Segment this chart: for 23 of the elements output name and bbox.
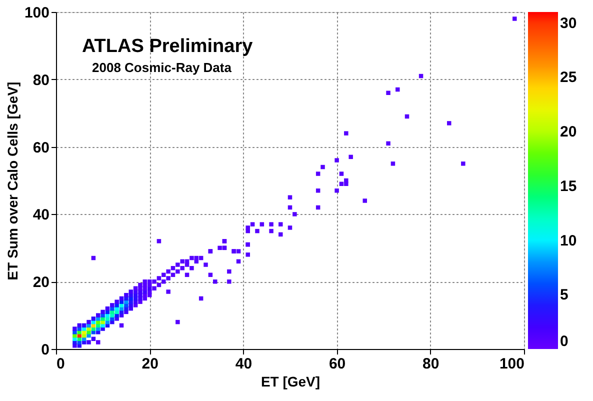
y-tick-label: 0	[41, 342, 50, 358]
x-tick-label: 100	[499, 356, 524, 372]
color-bar-label: 0	[560, 333, 568, 350]
color-bar-label: 10	[560, 232, 577, 250]
y-tick-label: 100	[24, 4, 50, 22]
x-tick-label: 40	[235, 356, 252, 372]
x-tick-label: 80	[422, 356, 440, 372]
x-tick-label: 60	[328, 356, 346, 372]
text: 2008 Cosmic-Ray Data	[92, 60, 232, 75]
y-tick-label: 20	[32, 274, 50, 292]
color-bar-label: 5	[560, 286, 568, 304]
color-bar-label: 25	[560, 69, 577, 86]
color-bar-label: 30	[560, 14, 577, 32]
x-axis-title: ET [GeV]	[260, 374, 320, 390]
x-tick-label: 20	[142, 356, 158, 372]
x-tick-label: 0	[56, 356, 65, 372]
y-tick-label: 80	[32, 72, 50, 89]
text: ATLAS Preliminary	[82, 36, 254, 57]
y-tick-label: 60	[32, 139, 50, 156]
y-tick-label: 40	[32, 206, 50, 224]
color-bar-label: 20	[560, 124, 577, 141]
color-bar-label: 15	[560, 178, 577, 195]
y-axis-title: ET Sum over Calo Cells [GeV]	[4, 82, 20, 280]
